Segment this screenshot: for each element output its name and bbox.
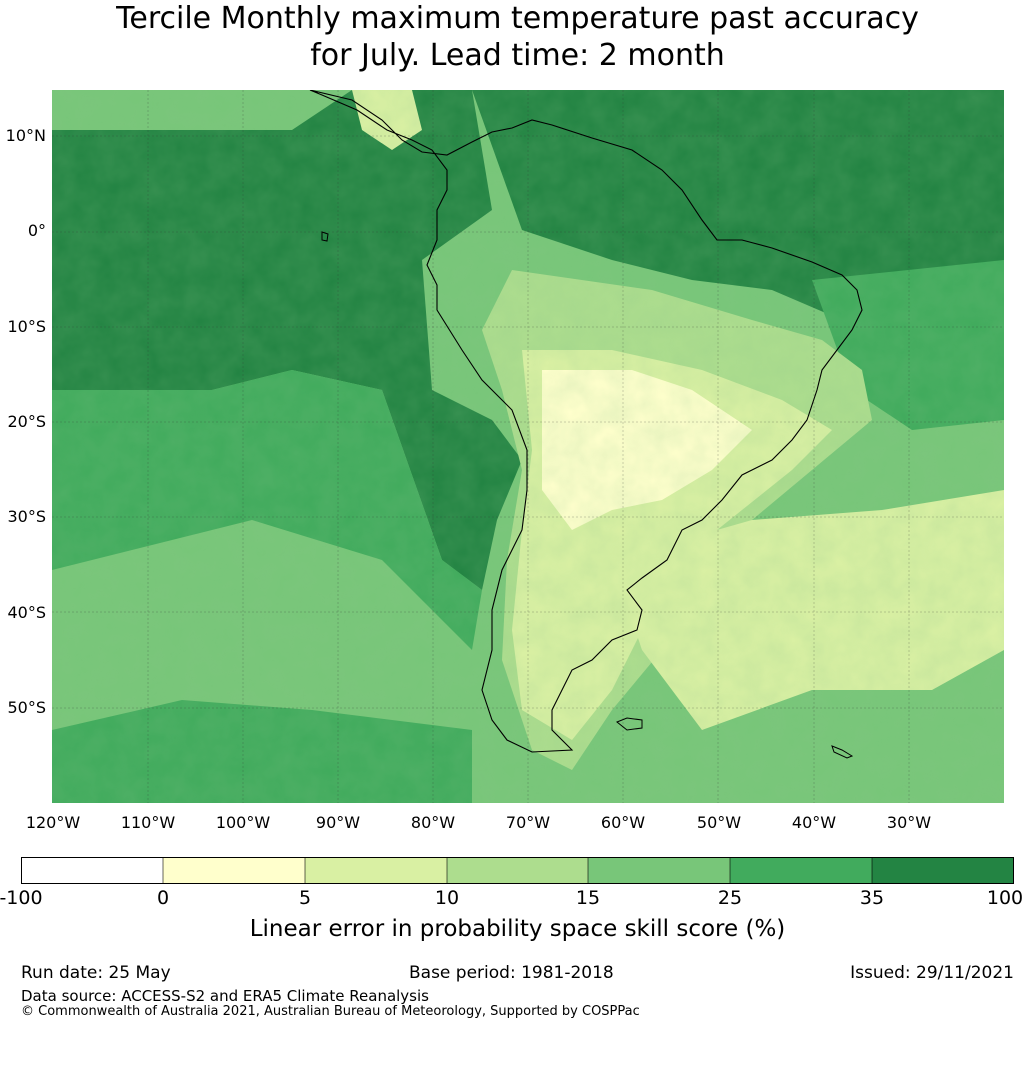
lon-label-30w: 30°W bbox=[886, 813, 932, 832]
south-georgia bbox=[831, 745, 854, 759]
south-america-coastline bbox=[309, 90, 863, 753]
falkland-islands bbox=[616, 717, 643, 731]
issued-date: Issued: 29/11/2021 bbox=[850, 963, 1014, 983]
lat-label-30s: 30°S bbox=[7, 507, 46, 526]
lon-label-110w: 110°W bbox=[120, 813, 176, 832]
colorbar-bin-5 bbox=[588, 857, 730, 884]
colorbar-bin-2 bbox=[163, 857, 305, 884]
colorbar-bin-1 bbox=[21, 857, 163, 884]
lon-label-40w: 40°W bbox=[791, 813, 837, 832]
lon-label-70w: 70°W bbox=[505, 813, 551, 832]
colorbar-bin-4 bbox=[447, 857, 588, 884]
colorbar-tick-neg100: -100 bbox=[0, 887, 43, 909]
colorbar-bin-3 bbox=[305, 857, 447, 884]
colorbar-label: Linear error in probability space skill … bbox=[249, 916, 786, 942]
copyright: © Commonwealth of Australia 2021, Austra… bbox=[21, 1004, 640, 1019]
title-line-1: Tercile Monthly maximum temperature past… bbox=[116, 1, 919, 36]
colorbar-bin-6 bbox=[730, 857, 872, 884]
graticule bbox=[52, 90, 1004, 803]
galapagos bbox=[321, 231, 329, 242]
colorbar-tick-5: 5 bbox=[298, 887, 312, 909]
base-period: Base period: 1981-2018 bbox=[409, 963, 614, 983]
colorbar-tick-0: 0 bbox=[156, 887, 170, 909]
field-texture bbox=[52, 90, 1004, 803]
run-date: Run date: 25 May bbox=[21, 963, 171, 983]
colorbar-tick-35: 35 bbox=[859, 887, 885, 909]
lat-label-40s: 40°S bbox=[7, 603, 46, 622]
map-title: Tercile Monthly maximum temperature past… bbox=[0, 0, 1035, 74]
lon-label-90w: 90°W bbox=[315, 813, 361, 832]
colorbar-tick-25: 25 bbox=[717, 887, 743, 909]
lat-label-0: 0° bbox=[27, 221, 46, 240]
lon-label-60w: 60°W bbox=[600, 813, 646, 832]
lon-label-50w: 50°W bbox=[696, 813, 742, 832]
lon-label-100w: 100°W bbox=[215, 813, 271, 832]
skill-map bbox=[52, 90, 1004, 803]
lon-label-80w: 80°W bbox=[410, 813, 456, 832]
lat-label-50s: 50°S bbox=[7, 698, 46, 717]
lon-label-120w: 120°W bbox=[25, 813, 81, 832]
title-line-2: for July. Lead time: 2 month bbox=[310, 38, 725, 73]
lat-label-10n: 10°N bbox=[5, 126, 46, 145]
colorbar-tick-100: 100 bbox=[986, 887, 1024, 909]
lat-label-20s: 20°S bbox=[7, 412, 46, 431]
colorbar-tick-15: 15 bbox=[575, 887, 601, 909]
colorbar bbox=[21, 857, 1014, 884]
colorbar-tick-10: 10 bbox=[434, 887, 460, 909]
data-source: Data source: ACCESS-S2 and ERA5 Climate … bbox=[21, 987, 429, 1005]
lat-label-10s: 10°S bbox=[7, 317, 46, 336]
colorbar-bin-7 bbox=[872, 857, 1014, 884]
